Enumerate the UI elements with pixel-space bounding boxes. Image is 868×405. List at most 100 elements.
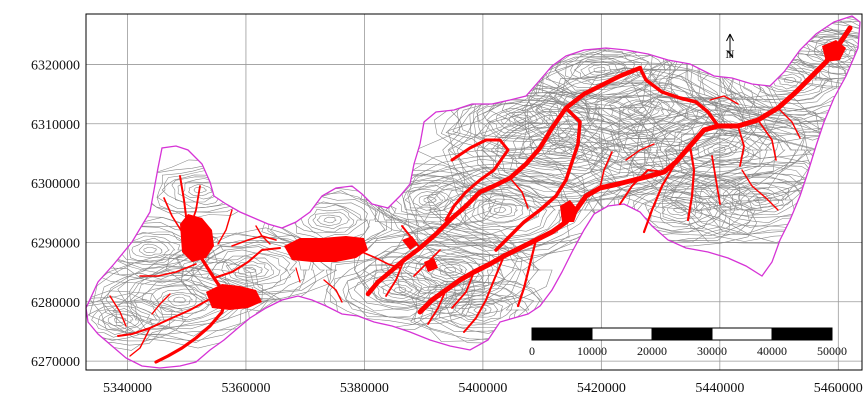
contour-line bbox=[486, 104, 551, 135]
contour-line bbox=[443, 184, 556, 237]
main-channel bbox=[417, 25, 853, 315]
contour-line bbox=[402, 184, 461, 215]
scale-bar-segment bbox=[591, 327, 653, 341]
contour-line bbox=[619, 99, 665, 121]
y-tick-label: 6270000 bbox=[31, 355, 80, 370]
contour-line bbox=[467, 304, 492, 317]
contour-line bbox=[434, 77, 605, 158]
contour-line bbox=[362, 227, 541, 305]
contour-line bbox=[243, 266, 257, 274]
contour-line bbox=[428, 179, 570, 244]
contour-line bbox=[452, 91, 592, 152]
flood-lake-central bbox=[284, 236, 368, 262]
contour-line bbox=[362, 272, 438, 308]
basin-boundary bbox=[85, 15, 861, 369]
contour-line bbox=[433, 181, 564, 239]
contour-line bbox=[630, 16, 860, 159]
contour-line bbox=[376, 279, 423, 303]
contour-line bbox=[461, 301, 499, 318]
contour-line bbox=[447, 97, 677, 203]
contour-line bbox=[708, 175, 815, 228]
x-tick-label: 5340000 bbox=[103, 381, 152, 396]
contour-line bbox=[568, 80, 719, 142]
contour-line bbox=[713, 146, 727, 154]
y-tick-label: 6280000 bbox=[31, 296, 80, 311]
contour-line bbox=[747, 193, 772, 207]
contour-line bbox=[188, 184, 213, 197]
contour-line bbox=[593, 66, 606, 73]
x-tick-label: 5420000 bbox=[577, 381, 626, 396]
contour-line bbox=[418, 194, 444, 207]
contour-line bbox=[206, 249, 291, 292]
contour-line bbox=[393, 287, 407, 294]
contour-line bbox=[237, 264, 263, 277]
contour-line bbox=[637, 190, 727, 232]
contour-line bbox=[230, 261, 270, 278]
x-axis-labels: 5340000 5360000 5380000 5400000 5420000 54400… bbox=[103, 381, 863, 396]
scale-bar-label: 10000 bbox=[577, 344, 607, 358]
contour-line bbox=[723, 182, 794, 216]
contour-line bbox=[412, 191, 451, 209]
contour-line bbox=[124, 269, 243, 329]
contour-line bbox=[554, 46, 654, 91]
contour-line bbox=[312, 211, 351, 230]
scale-bar-segment bbox=[651, 327, 713, 341]
contour-line bbox=[143, 247, 158, 254]
contour-line bbox=[517, 128, 608, 170]
contour-line bbox=[571, 82, 706, 140]
contour-line bbox=[493, 206, 507, 214]
contour-line bbox=[698, 172, 819, 227]
contour-line bbox=[414, 251, 485, 287]
flood-areas bbox=[180, 40, 846, 310]
flood-lake-upper bbox=[560, 200, 578, 222]
contour-line bbox=[510, 126, 613, 172]
contour-line bbox=[97, 308, 145, 333]
contour-line bbox=[474, 103, 645, 192]
contour-line bbox=[666, 128, 773, 173]
scale-bar: 0 10000 20000 30000 40000 50000 bbox=[529, 327, 847, 358]
contour-line bbox=[719, 182, 802, 219]
contour-line bbox=[820, 41, 860, 60]
contour-line bbox=[347, 266, 448, 312]
contour-line bbox=[329, 257, 477, 325]
contour-line bbox=[740, 190, 780, 209]
contour-line bbox=[225, 257, 274, 281]
contour-line bbox=[156, 288, 206, 313]
contour-line bbox=[814, 37, 860, 63]
map-frame bbox=[85, 13, 863, 371]
contour-line bbox=[105, 266, 264, 335]
contour-line bbox=[599, 174, 753, 242]
flood-extent bbox=[109, 25, 853, 364]
scale-bar-label: 20000 bbox=[637, 344, 667, 358]
contour-line bbox=[481, 111, 645, 188]
contour-line bbox=[131, 240, 171, 259]
contour-line bbox=[644, 191, 719, 228]
contour-line bbox=[414, 92, 699, 208]
contour-line bbox=[438, 264, 464, 277]
contour-line bbox=[114, 316, 127, 324]
scale-bar-label: 50000 bbox=[817, 344, 847, 358]
contour-line bbox=[141, 283, 218, 319]
contour-line bbox=[573, 57, 626, 81]
contour-line bbox=[584, 82, 692, 138]
y-tick-label: 6290000 bbox=[31, 236, 80, 251]
contour-line bbox=[409, 168, 593, 252]
contour-line bbox=[161, 292, 197, 309]
scale-bar-segment bbox=[531, 327, 593, 341]
contour-line bbox=[495, 108, 545, 132]
x-tick-label: 5380000 bbox=[340, 381, 389, 396]
contour-line bbox=[423, 196, 437, 203]
contour-line bbox=[629, 108, 813, 191]
flood-lake-west bbox=[180, 214, 214, 262]
contour-line bbox=[472, 93, 580, 143]
contour-line bbox=[112, 266, 250, 330]
contour-line bbox=[737, 187, 784, 212]
contour-line bbox=[444, 266, 457, 273]
contour-line bbox=[130, 279, 229, 323]
contour-line bbox=[138, 243, 163, 256]
contour-line bbox=[173, 296, 187, 304]
contour-line bbox=[419, 255, 481, 285]
x-tick-label: 5460000 bbox=[814, 381, 863, 396]
contour-line bbox=[447, 88, 683, 199]
